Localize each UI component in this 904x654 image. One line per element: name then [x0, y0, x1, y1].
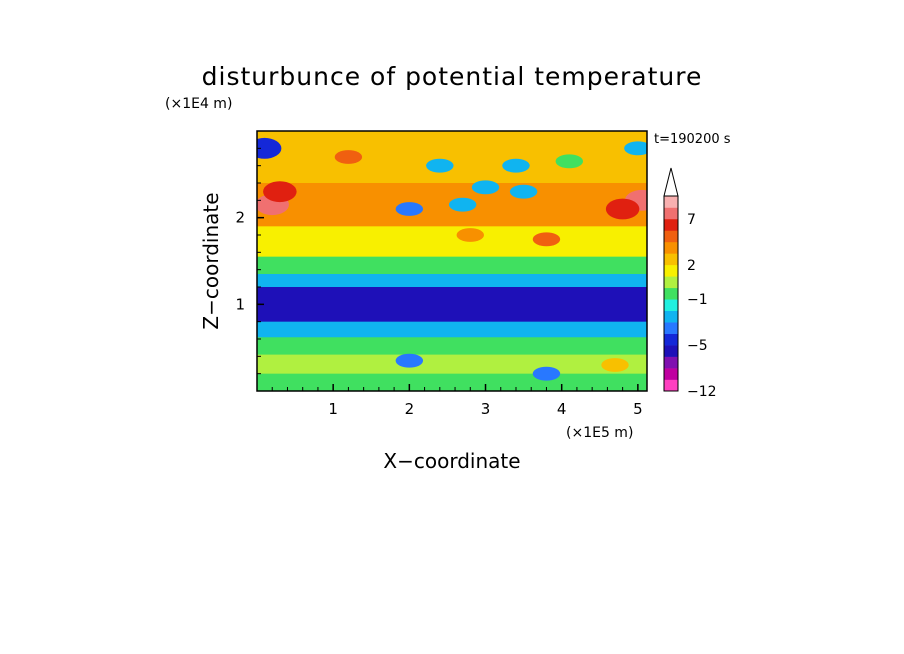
- x-tick-label-3: 3: [481, 400, 491, 418]
- colorbar-segment-9: [664, 276, 678, 289]
- colorbar-segment-7: [664, 299, 678, 312]
- feature-10: [502, 158, 530, 173]
- colorbar-segment-15: [664, 207, 678, 220]
- layer-9: [257, 373, 647, 391]
- feature-7: [471, 180, 500, 195]
- layer-6: [257, 321, 647, 338]
- y-tick-label-2: 2: [235, 209, 245, 227]
- colorbar-segment-2: [664, 356, 678, 369]
- feature-5: [426, 158, 454, 173]
- time-label: t=190200 s: [654, 132, 731, 147]
- layer-5: [257, 287, 647, 323]
- colorbar-segment-3: [664, 345, 678, 357]
- feature-16: [395, 353, 424, 368]
- colorbar-label-2: −1: [687, 292, 708, 308]
- feature-13: [532, 232, 561, 247]
- layer-8: [257, 354, 647, 375]
- x-tick-label-4: 4: [557, 400, 567, 418]
- feature-6: [395, 202, 424, 216]
- feature-3: [263, 181, 297, 203]
- colorbar-label-3: 2: [687, 258, 696, 274]
- colorbar-label-1: −5: [687, 338, 708, 354]
- colorbar-extend-arrow: [663, 167, 679, 197]
- feature-14: [456, 228, 484, 242]
- colorbar-label-0: −12: [687, 384, 717, 400]
- x-tick-label-5: 5: [633, 400, 643, 418]
- feature-18: [601, 358, 629, 372]
- colorbar: −12−5−127: [663, 167, 717, 400]
- colorbar-segment-11: [664, 253, 678, 266]
- colorbar-segment-14: [664, 218, 678, 231]
- x-tick-label-1: 1: [328, 400, 338, 418]
- colorbar-segment-1: [664, 368, 678, 380]
- layer-2: [257, 226, 647, 258]
- colorbar-segment-0: [664, 379, 678, 392]
- colorbar-segment-5: [664, 322, 678, 334]
- y-axis: 12: [235, 147, 264, 375]
- x-axis: 1 2 3 4 5: [271, 384, 643, 418]
- layer-4: [257, 274, 647, 288]
- layer-7: [257, 337, 647, 356]
- feature-11: [257, 137, 282, 159]
- feature-9: [509, 184, 538, 199]
- feature-15: [555, 154, 584, 169]
- colorbar-segment-13: [664, 230, 678, 243]
- x-tick-label-2: 2: [405, 400, 415, 418]
- x-unit-label: (×1E5 m): [566, 425, 633, 441]
- heatmap-plot-area: [256, 130, 648, 392]
- feature-8: [448, 197, 477, 212]
- x-axis-label: X−coordinate: [383, 449, 520, 473]
- layer-0: [257, 131, 647, 184]
- colorbar-segment-4: [664, 333, 678, 346]
- feature-4: [334, 150, 363, 164]
- y-axis-label: Z−coordinate: [199, 192, 223, 329]
- layer-3: [257, 256, 647, 275]
- colorbar-segment-12: [664, 241, 678, 254]
- feature-12: [624, 141, 647, 156]
- colorbar-segment-6: [664, 310, 678, 323]
- colorbar-segment-16: [664, 196, 678, 208]
- colorbar-segment-8: [664, 287, 678, 300]
- plot-frame: [256, 130, 648, 392]
- chart-title: disturbunce of potential temperature: [202, 62, 703, 91]
- y-tick-label-1: 1: [235, 295, 245, 313]
- colorbar-label-4: 7: [687, 212, 696, 228]
- colorbar-frame: [663, 195, 679, 392]
- feature-17: [532, 366, 561, 381]
- feature-2: [605, 198, 640, 220]
- colorbar-segment-10: [664, 264, 678, 277]
- y-unit-label: (×1E4 m): [165, 96, 232, 112]
